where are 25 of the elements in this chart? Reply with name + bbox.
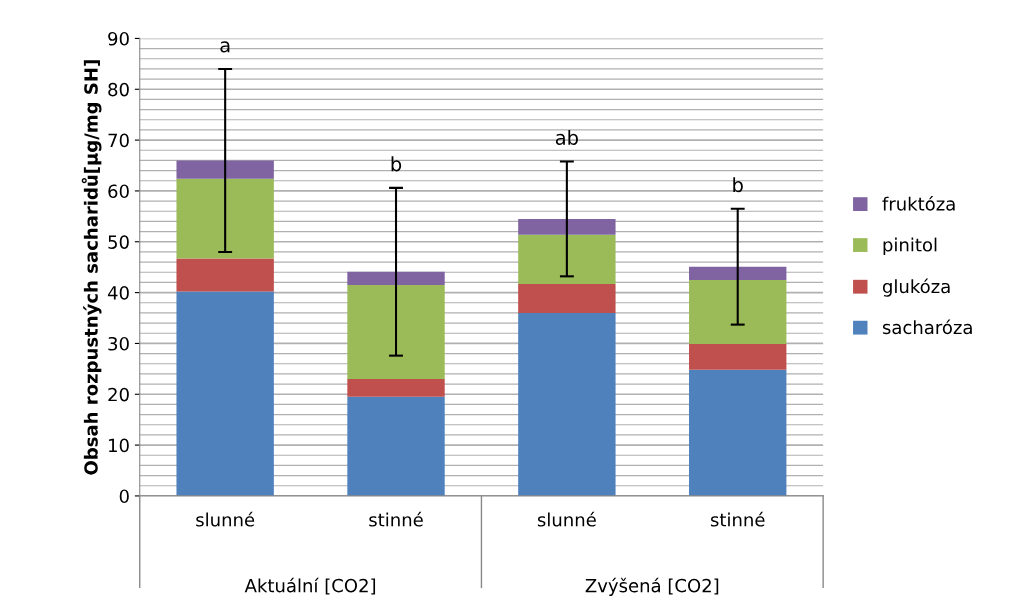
annotation: b xyxy=(391,156,402,172)
text: Aktuální [CO2] xyxy=(244,577,376,595)
y-tick-label: 0 xyxy=(119,489,129,504)
legend-label: pinitol xyxy=(883,237,937,256)
x-tick-label: stinné xyxy=(710,511,765,527)
y-tick-label: 50 xyxy=(108,235,129,249)
annotation: a xyxy=(220,41,230,53)
legend-label: sacharóza xyxy=(882,319,972,335)
y-tick-label: 90 xyxy=(108,31,129,46)
y-tick-label: 80 xyxy=(108,82,129,97)
annotation: b xyxy=(733,177,743,193)
y-tick-label: 60 xyxy=(108,184,129,199)
x-tick-label: slunné xyxy=(196,511,255,527)
text: Zvýšená [CO2] xyxy=(585,577,719,596)
y-tick-label: 10 xyxy=(109,438,129,453)
legend-label: fruktóza xyxy=(882,195,955,211)
y-tick-label: 70 xyxy=(108,133,129,148)
annotation: ab xyxy=(555,129,578,145)
y-tick-label: 40 xyxy=(107,286,129,300)
x-tick-label: stinné xyxy=(369,511,423,527)
y-tick-label: 30 xyxy=(108,336,129,351)
y-axis-title: Obsah rozpustných sacharidů[µg/mg SH] xyxy=(81,60,102,475)
y-tick-label: 20 xyxy=(108,387,129,402)
legend-label: glukóza xyxy=(882,278,950,297)
x-tick-label: slunné xyxy=(537,511,596,527)
